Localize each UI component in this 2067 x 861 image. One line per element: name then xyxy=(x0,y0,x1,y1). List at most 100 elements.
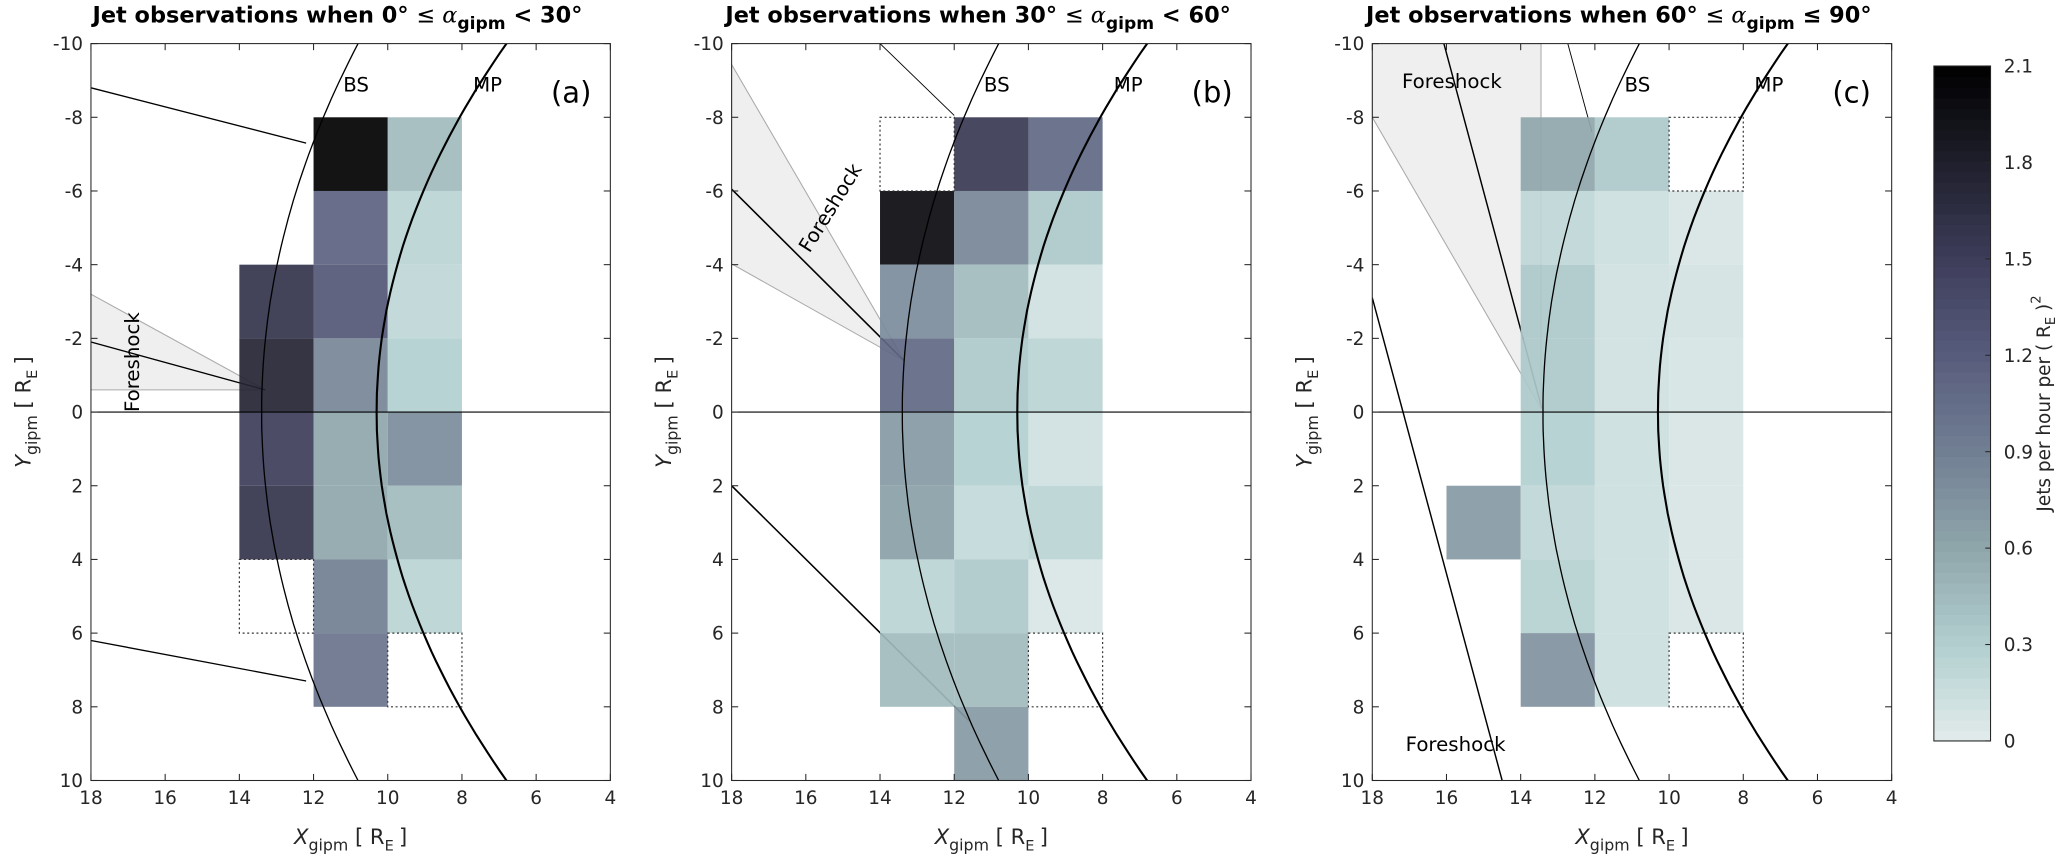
colorbar-band xyxy=(1933,66,1991,78)
y-axis-label: Ygipm [ RE] xyxy=(10,356,41,468)
colorbar-band xyxy=(1933,97,1991,109)
colorbar-band xyxy=(1933,150,1991,162)
y-label-unit-sub: E xyxy=(25,370,41,379)
heatmap-cell xyxy=(954,190,1029,265)
x-tick-label: 8 xyxy=(1097,788,1109,809)
heatmap-cell xyxy=(1028,190,1103,265)
colorbar-tick-label: 1.5 xyxy=(2004,249,2033,270)
title-prefix: Jet observations when 0° xyxy=(91,3,417,29)
y-tick-label: 4 xyxy=(1353,550,1365,571)
y-label-sub: gipm xyxy=(663,415,682,455)
y-tick-label: -10 xyxy=(53,34,83,55)
x-label-unit: [ R xyxy=(1630,824,1667,849)
y-label-main: Y xyxy=(1292,453,1317,468)
heatmap-cell xyxy=(1520,338,1595,413)
bow-shock-label: BS xyxy=(343,73,369,96)
x-tick-label: 8 xyxy=(1737,788,1749,809)
y-tick-label: 2 xyxy=(1353,476,1365,497)
title-subscript: gipm xyxy=(1106,14,1154,34)
colorbar-band xyxy=(1933,551,1991,563)
x-label-unit-sub: E xyxy=(1025,838,1034,854)
x-tick-label: 18 xyxy=(720,788,743,809)
heatmap-cell xyxy=(1669,338,1744,413)
colorbar-label-main: Jets per hour per ( R xyxy=(2034,325,2055,513)
heatmap-cell xyxy=(313,264,388,339)
heatmap-cell xyxy=(1028,412,1103,486)
x-tick-label: 16 xyxy=(1435,788,1458,809)
y-tick-label: -6 xyxy=(65,182,83,203)
y-tick-label: 6 xyxy=(71,624,83,645)
y-tick-label: 0 xyxy=(1353,403,1365,424)
panel-a: BS MP (a) Foreshock 18 16 14 12 10 8 6 4 -10 -8 -6 -4 -2… xyxy=(10,3,616,855)
y-tick-label: 6 xyxy=(1353,624,1365,645)
colorbar-band xyxy=(1933,572,1991,584)
title-prefix: Jet observations when 30° xyxy=(723,3,1064,29)
title-suffix: < 60° xyxy=(1154,3,1231,29)
foreshock-region xyxy=(731,63,906,363)
heatmap-cell xyxy=(1520,633,1595,707)
x-tick-label: 12 xyxy=(942,788,965,809)
bow-shock-label: BS xyxy=(1625,73,1651,96)
colorbar-band xyxy=(1933,719,1991,732)
y-tick-label: 8 xyxy=(71,697,83,718)
colorbar-band xyxy=(1933,466,1991,479)
heatmap-cell xyxy=(1028,264,1103,339)
colorbar-band xyxy=(1933,287,1991,299)
y-tick-label: -6 xyxy=(705,182,723,203)
colorbar-band xyxy=(1933,108,1991,120)
panel-label: (b) xyxy=(1192,76,1233,110)
x-label-sub: gipm xyxy=(949,835,989,854)
colorbar-tick-label: 0.3 xyxy=(2004,635,2033,656)
panel-label: (c) xyxy=(1832,76,1871,110)
x-tick-label: 12 xyxy=(302,788,325,809)
colorbar-band xyxy=(1933,593,1991,605)
colorbar-band xyxy=(1933,298,1991,310)
y-label-unit-tail: ] xyxy=(1292,356,1317,364)
colorbar-band xyxy=(1933,171,1991,183)
colorbar-band xyxy=(1933,319,1991,331)
heatmap-cell xyxy=(1594,264,1670,339)
colorbar-band xyxy=(1933,424,1991,436)
heatmap-cell xyxy=(387,338,462,413)
colorbar-band xyxy=(1933,276,1991,289)
y-axis-label: Ygipm [ RE] xyxy=(1292,356,1323,468)
y-tick-label: 0 xyxy=(712,403,724,424)
colorbar-band xyxy=(1933,487,1991,500)
heatmap-cell xyxy=(313,633,388,707)
colorbar-band xyxy=(1933,203,1991,215)
colorbar-band xyxy=(1933,160,1991,173)
colorbar-band xyxy=(1933,698,1991,711)
y-label-unit: [ R xyxy=(651,379,676,416)
heatmap-cell xyxy=(954,485,1029,560)
colorbar-band xyxy=(1933,688,1991,700)
heatmap-cell xyxy=(387,264,462,339)
bow-shock-label: BS xyxy=(984,73,1010,96)
y-tick-label: -4 xyxy=(65,255,83,276)
x-tick-label: 4 xyxy=(604,788,616,809)
y-label-unit-sub: E xyxy=(1306,370,1322,379)
y-tick-label: 0 xyxy=(71,403,83,424)
plot-area xyxy=(1372,43,1892,781)
title-subscript: gipm xyxy=(1747,14,1795,34)
y-label-sub: gipm xyxy=(1303,415,1322,455)
heatmap-cell xyxy=(1594,485,1670,560)
x-tick-label: 18 xyxy=(1361,788,1384,809)
heatmap-cell xyxy=(880,633,955,707)
y-label-sub: gipm xyxy=(22,415,41,455)
y-tick-label: -6 xyxy=(1346,182,1364,203)
heatmap-cell xyxy=(880,485,955,560)
panel-c: BS MP (c) Foreshock Foreshock 18 16 14 12 10 8 6 4 -1… xyxy=(1292,3,1898,855)
empty-bin-outline xyxy=(1027,632,1104,708)
colorbar-tick-label: 0.6 xyxy=(2004,539,2033,560)
foreshock-boundary-line xyxy=(1372,297,1503,781)
y-tick-label: -10 xyxy=(1334,34,1364,55)
x-tick-label: 4 xyxy=(1886,788,1898,809)
heatmap-cell xyxy=(313,559,388,634)
x-label-unit-sub: E xyxy=(385,838,394,854)
y-label-unit: [ R xyxy=(1292,379,1317,416)
heatmap-cell xyxy=(239,264,314,339)
colorbar-band xyxy=(1933,245,1991,257)
heatmap-cell xyxy=(880,190,955,265)
colorbar-band xyxy=(1933,182,1991,194)
colorbar-band xyxy=(1933,508,1991,521)
